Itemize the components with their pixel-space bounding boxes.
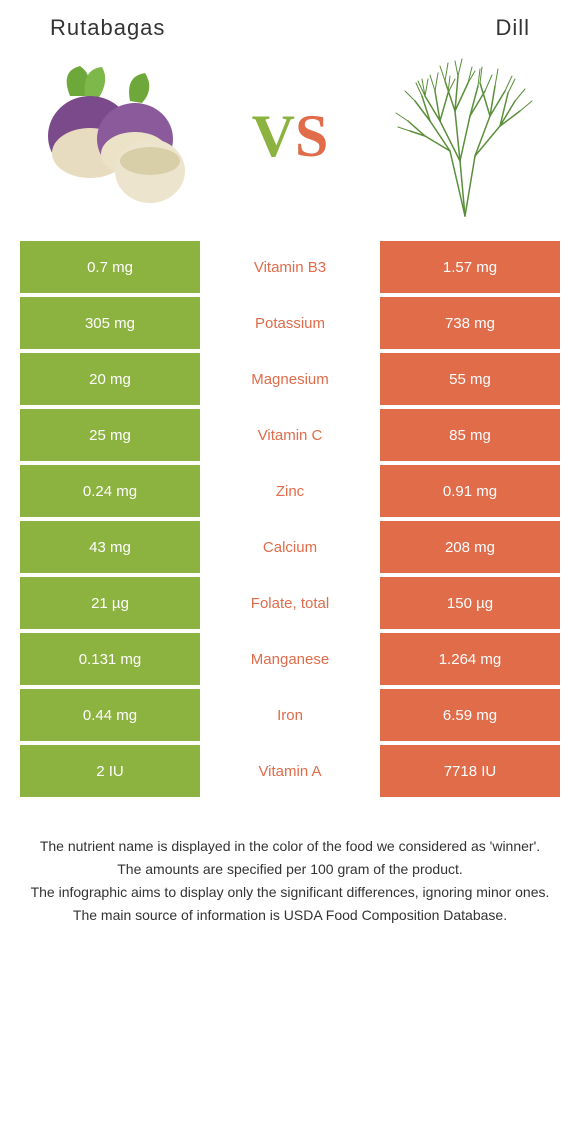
right-value: 85 mg xyxy=(380,409,560,461)
table-row: 0.7 mgVitamin B31.57 mg xyxy=(20,241,560,293)
nutrient-name: Manganese xyxy=(200,633,380,685)
vs-label: VS xyxy=(252,102,329,171)
nutrient-name: Vitamin C xyxy=(200,409,380,461)
left-value: 43 mg xyxy=(20,521,200,573)
footnotes: The nutrient name is displayed in the co… xyxy=(0,801,580,926)
footnote-line: The amounts are specified per 100 gram o… xyxy=(20,859,560,880)
nutrient-name: Vitamin A xyxy=(200,745,380,797)
nutrient-name: Folate, total xyxy=(200,577,380,629)
nutrient-name: Iron xyxy=(200,689,380,741)
footnote-line: The nutrient name is displayed in the co… xyxy=(20,836,560,857)
right-value: 208 mg xyxy=(380,521,560,573)
nutrient-name: Zinc xyxy=(200,465,380,517)
left-value: 20 mg xyxy=(20,353,200,405)
rutabagas-image xyxy=(30,51,200,221)
left-value: 25 mg xyxy=(20,409,200,461)
left-value: 2 IU xyxy=(20,745,200,797)
nutrient-table: 0.7 mgVitamin B31.57 mg305 mgPotassium73… xyxy=(0,241,580,797)
left-value: 0.7 mg xyxy=(20,241,200,293)
table-row: 25 mgVitamin C85 mg xyxy=(20,409,560,461)
left-food-title: Rutabagas xyxy=(50,15,165,41)
table-row: 43 mgCalcium208 mg xyxy=(20,521,560,573)
right-value: 7718 IU xyxy=(380,745,560,797)
nutrient-name: Vitamin B3 xyxy=(200,241,380,293)
right-value: 1.264 mg xyxy=(380,633,560,685)
nutrient-name: Potassium xyxy=(200,297,380,349)
table-row: 0.24 mgZinc0.91 mg xyxy=(20,465,560,517)
right-value: 150 µg xyxy=(380,577,560,629)
left-value: 0.44 mg xyxy=(20,689,200,741)
vs-row: VS xyxy=(0,41,580,241)
nutrient-name: Calcium xyxy=(200,521,380,573)
table-row: 0.44 mgIron6.59 mg xyxy=(20,689,560,741)
footnote-line: The main source of information is USDA F… xyxy=(20,905,560,926)
table-row: 0.131 mgManganese1.264 mg xyxy=(20,633,560,685)
table-row: 305 mgPotassium738 mg xyxy=(20,297,560,349)
right-value: 1.57 mg xyxy=(380,241,560,293)
left-value: 305 mg xyxy=(20,297,200,349)
left-value: 0.131 mg xyxy=(20,633,200,685)
right-food-title: Dill xyxy=(495,15,530,41)
right-value: 55 mg xyxy=(380,353,560,405)
left-value: 0.24 mg xyxy=(20,465,200,517)
footnote-line: The infographic aims to display only the… xyxy=(20,882,560,903)
dill-image xyxy=(380,51,550,221)
table-row: 20 mgMagnesium55 mg xyxy=(20,353,560,405)
table-row: 21 µgFolate, total150 µg xyxy=(20,577,560,629)
vs-v: V xyxy=(252,103,295,169)
left-value: 21 µg xyxy=(20,577,200,629)
right-value: 738 mg xyxy=(380,297,560,349)
vs-s: S xyxy=(295,103,328,169)
right-value: 0.91 mg xyxy=(380,465,560,517)
nutrient-name: Magnesium xyxy=(200,353,380,405)
table-row: 2 IUVitamin A7718 IU xyxy=(20,745,560,797)
right-value: 6.59 mg xyxy=(380,689,560,741)
